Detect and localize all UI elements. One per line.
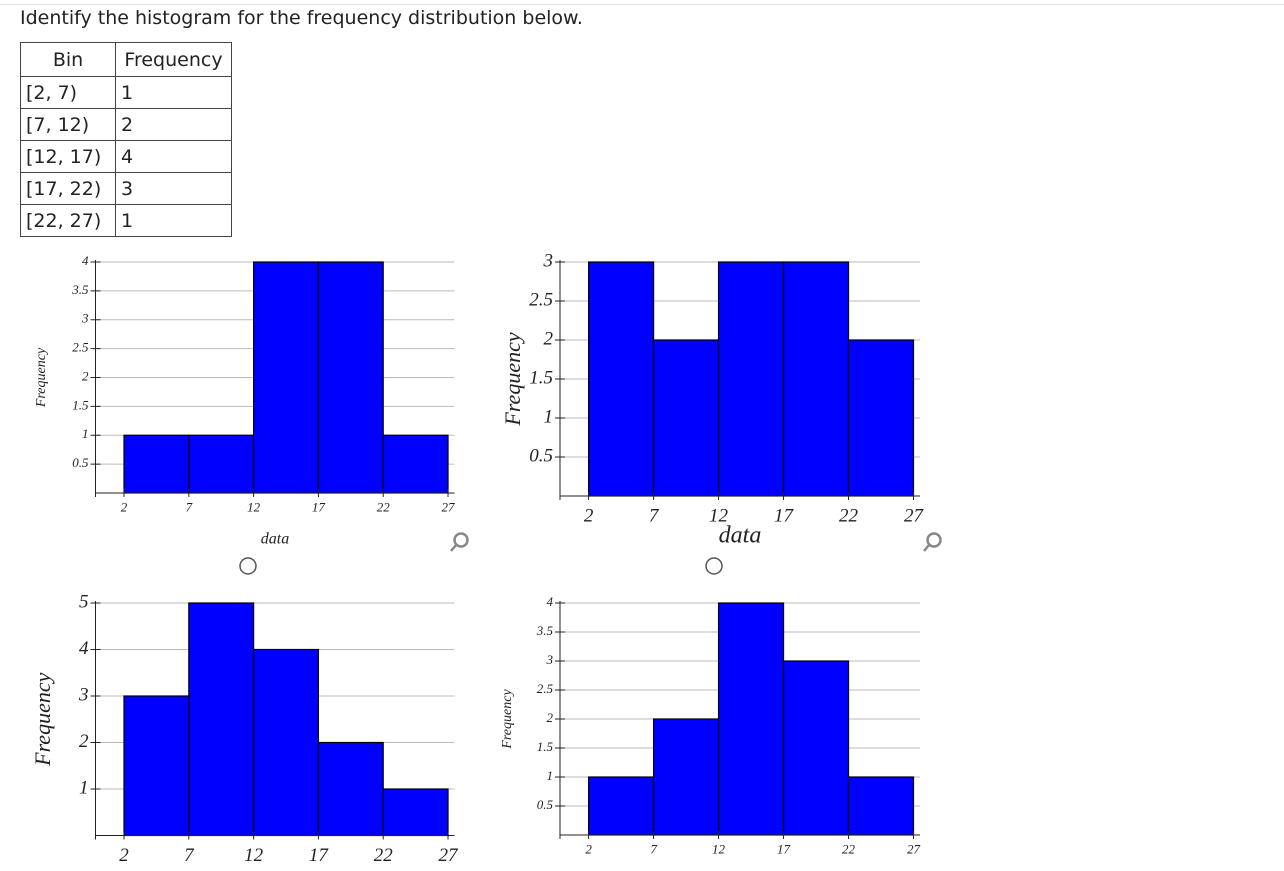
table-cell: 3 bbox=[115, 172, 232, 205]
histogram-bar bbox=[652, 718, 720, 836]
y-tick-label: 3.5 bbox=[71, 282, 89, 297]
x-tick-label: 17 bbox=[777, 842, 791, 857]
x-tick-label: 2 bbox=[584, 505, 594, 526]
zoom-icon[interactable] bbox=[450, 532, 469, 552]
y-tick-label: 1 bbox=[79, 777, 89, 798]
histogram-bar bbox=[782, 261, 850, 497]
x-tick-label: 22 bbox=[839, 505, 859, 526]
x-tick-label: 12 bbox=[244, 845, 264, 866]
y-tick-label: 1.5 bbox=[537, 739, 554, 754]
y-tick-label: 3 bbox=[543, 250, 554, 271]
zoom-icon[interactable] bbox=[923, 532, 942, 552]
y-tick-label: 4 bbox=[79, 638, 89, 659]
y-tick-label: 5 bbox=[79, 591, 89, 612]
histogram-bar bbox=[652, 339, 720, 497]
y-tick-label: 3.5 bbox=[536, 623, 554, 638]
x-tick-label: 22 bbox=[842, 842, 856, 857]
table-cell: 2 bbox=[115, 108, 232, 141]
y-tick-label: 2 bbox=[547, 710, 554, 725]
histogram-bar bbox=[717, 261, 785, 497]
y-tick-label: 0.5 bbox=[537, 797, 554, 812]
y-tick-label: 3 bbox=[78, 684, 89, 705]
question: Identify the histogram for the frequency… bbox=[20, 7, 583, 29]
y-tick-label: 2.5 bbox=[537, 681, 554, 696]
histogram-bar bbox=[847, 776, 915, 836]
y-tick-label: 0.5 bbox=[529, 445, 553, 466]
x-axis-label: data bbox=[719, 523, 762, 549]
x-tick-label: 12 bbox=[709, 505, 729, 526]
table-cell: 1 bbox=[115, 76, 232, 109]
y-tick-label: 1.5 bbox=[529, 367, 553, 388]
histogram-bar bbox=[253, 261, 320, 494]
histogram-bar bbox=[587, 261, 655, 497]
histogram-bar bbox=[717, 602, 785, 836]
header-cell: Frequency bbox=[115, 42, 232, 77]
y-axis-label: Frequency bbox=[500, 689, 515, 750]
y-tick-label: 4 bbox=[82, 253, 89, 268]
x-tick-label: 22 bbox=[377, 500, 391, 515]
divider bbox=[0, 4, 1284, 5]
histogram-bar bbox=[253, 648, 320, 837]
x-tick-label: 27 bbox=[442, 500, 456, 515]
y-axis-label: Frequency bbox=[34, 347, 49, 408]
table-header: Bin Frequency bbox=[20, 42, 232, 77]
x-tick-label: 7 bbox=[184, 845, 195, 866]
y-tick-label: 2.5 bbox=[72, 340, 89, 355]
y-tick-label: 2 bbox=[82, 368, 89, 383]
histogram-bar bbox=[382, 434, 449, 494]
x-tick-label: 7 bbox=[649, 505, 660, 526]
x-axis-label: data bbox=[261, 531, 289, 548]
x-tick-label: 27 bbox=[907, 842, 921, 857]
x-tick-label: 17 bbox=[774, 505, 795, 526]
x-tick-label: 12 bbox=[712, 842, 726, 857]
y-tick-label: 1 bbox=[82, 426, 89, 441]
histogram-bar bbox=[188, 602, 255, 837]
y-tick-label: 2 bbox=[544, 328, 554, 349]
y-axis-label: Frequency bbox=[500, 332, 525, 426]
table-row: [7, 12) 2 bbox=[20, 108, 232, 141]
y-tick-label: 1 bbox=[544, 406, 554, 427]
x-tick-label: 22 bbox=[374, 845, 394, 866]
histogram-bar bbox=[188, 434, 255, 494]
histogram-bar bbox=[123, 434, 190, 494]
x-tick-label: 7 bbox=[650, 842, 657, 857]
table-row: [17, 22) 3 bbox=[20, 172, 232, 205]
frequency-table: Bin Frequency [2, 7) 1 [7, 12) 2 [12, 17) 4 [1… bbox=[20, 42, 232, 237]
histogram-bar bbox=[847, 339, 915, 497]
x-tick-label: 2 bbox=[119, 845, 129, 866]
x-tick-label: 7 bbox=[186, 500, 193, 515]
y-tick-label: 1 bbox=[547, 768, 554, 783]
histogram-bar bbox=[382, 788, 449, 837]
x-tick-label: 17 bbox=[312, 500, 326, 515]
y-tick-label: 2 bbox=[79, 731, 89, 752]
y-tick-label: 0.5 bbox=[72, 455, 89, 470]
histogram-bar bbox=[317, 741, 384, 837]
y-tick-label: 3 bbox=[81, 311, 89, 326]
histogram-bar bbox=[317, 261, 384, 494]
x-tick-label: 2 bbox=[585, 842, 592, 857]
x-tick-label: 17 bbox=[309, 845, 330, 866]
table-row: [22, 27) 1 bbox=[20, 204, 232, 237]
table-cell: [22, 27) bbox=[20, 204, 116, 237]
y-tick-label: 4 bbox=[547, 594, 554, 609]
table-cell: [7, 12) bbox=[20, 108, 116, 141]
table-cell: 1 bbox=[115, 204, 232, 237]
x-tick-label: 2 bbox=[121, 500, 128, 515]
header-cell: Bin bbox=[20, 42, 116, 77]
histogram-bar bbox=[587, 776, 655, 836]
y-tick-label: 2.5 bbox=[529, 289, 553, 310]
y-tick-label: 1.5 bbox=[72, 397, 89, 412]
y-tick-label: 3 bbox=[546, 652, 554, 667]
x-tick-label: 12 bbox=[247, 500, 261, 515]
histogram-bar bbox=[123, 695, 190, 837]
histogram-bar bbox=[782, 660, 850, 836]
x-tick-label: 27 bbox=[439, 845, 460, 866]
x-tick-label: 27 bbox=[904, 505, 925, 526]
table-row: [2, 7) 1 bbox=[20, 76, 232, 109]
y-axis-label: Frequency bbox=[30, 672, 55, 766]
radio-option[interactable] bbox=[705, 557, 723, 575]
radio-option[interactable] bbox=[239, 557, 257, 575]
